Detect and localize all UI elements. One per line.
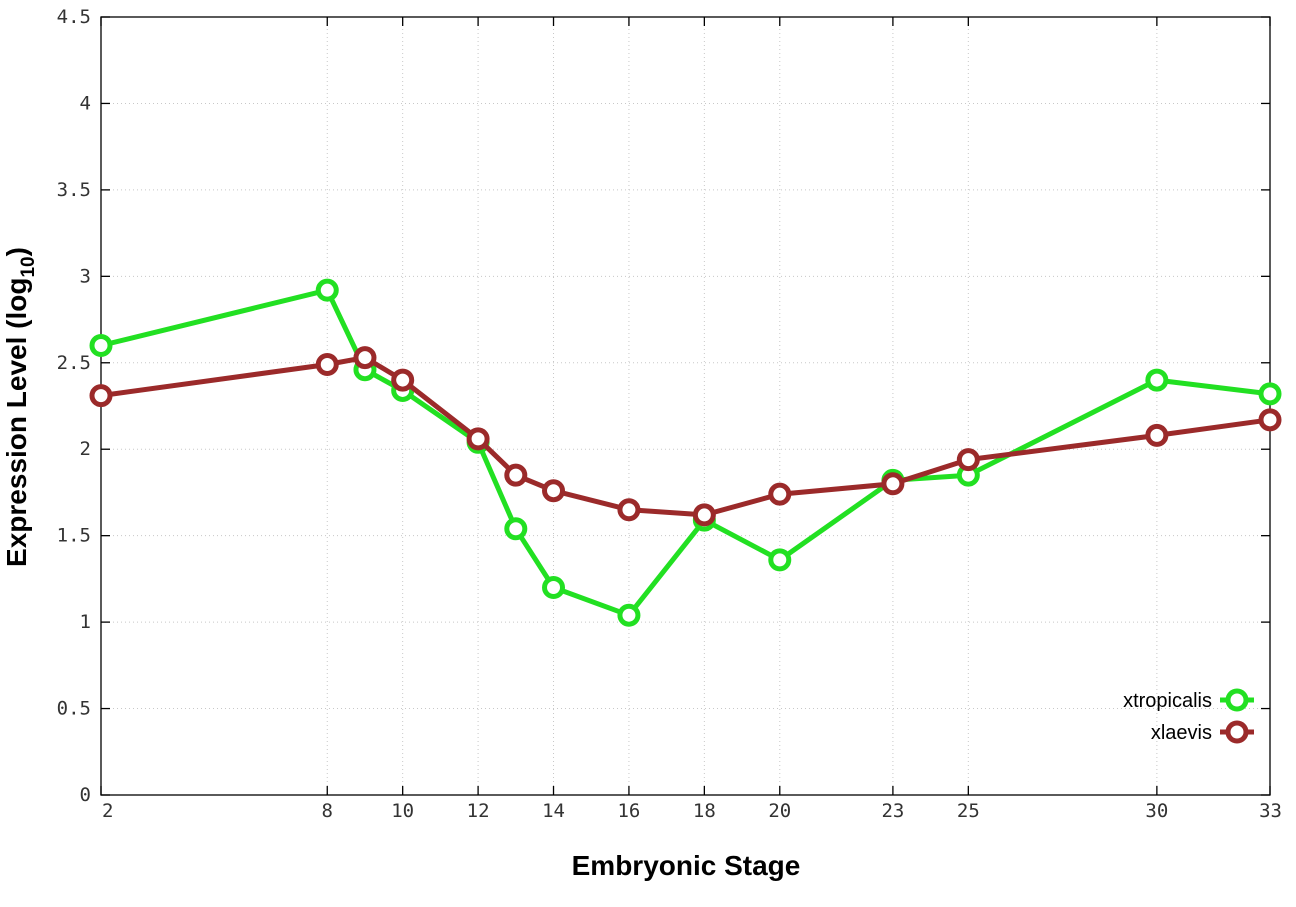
legend-marker <box>1225 688 1249 712</box>
series-line <box>100 355 1271 518</box>
y-tick-label: 4 <box>80 92 91 114</box>
y-tick-label: 4.5 <box>57 6 91 28</box>
legend-entry: xlaevis <box>1151 720 1254 744</box>
plot-frame <box>100 16 1271 796</box>
y-tick-label: 0 <box>80 784 91 806</box>
y-axis-title-subscript: 10 <box>18 256 39 277</box>
x-tick-label: 23 <box>881 800 904 822</box>
y-axis-title-close: ) <box>1 247 32 256</box>
x-tick-label: 14 <box>542 800 565 822</box>
x-tick-label: 12 <box>467 800 490 822</box>
series-xtropicalis <box>89 278 1282 627</box>
series-xlaevis <box>89 346 1282 527</box>
data-point <box>1258 382 1282 406</box>
legend-label: xlaevis <box>1151 722 1212 744</box>
data-point <box>353 346 377 370</box>
y-tick-label: 1.5 <box>57 525 91 547</box>
legend-entry: xtropicalis <box>1123 688 1254 712</box>
data-point <box>391 368 415 392</box>
data-point <box>542 479 566 503</box>
data-point <box>1258 408 1282 432</box>
axis-ticks: 0 0.5 1 1.5 2 2.5 3 3.5 4 4.5 2 8 10 12 14 16 18 20 23 25 30… <box>57 6 1282 822</box>
y-tick-label: 1 <box>80 611 91 633</box>
x-tick-label: 18 <box>693 800 716 822</box>
data-point <box>692 503 716 527</box>
legend-marker <box>1225 720 1249 744</box>
x-tick-label: 2 <box>102 800 113 822</box>
y-tick-label: 3 <box>80 265 91 287</box>
data-point <box>617 603 641 627</box>
data-point <box>89 333 113 357</box>
x-tick-label: 8 <box>322 800 333 822</box>
x-tick-label: 20 <box>768 800 791 822</box>
grid-lines <box>101 17 1270 795</box>
x-tick-label: 25 <box>957 800 980 822</box>
data-point <box>504 463 528 487</box>
data-point <box>542 576 566 600</box>
y-tick-label: 2.5 <box>57 352 91 374</box>
data-point <box>89 384 113 408</box>
data-point <box>617 498 641 522</box>
legend-label: xtropicalis <box>1123 690 1212 712</box>
data-point <box>956 448 980 472</box>
y-tick-label: 2 <box>80 438 91 460</box>
x-tick-label: 10 <box>391 800 414 822</box>
x-tick-label: 33 <box>1259 800 1282 822</box>
y-tick-label: 0.5 <box>57 698 91 720</box>
x-axis-title: Embryonic Stage <box>572 850 801 881</box>
data-point <box>315 278 339 302</box>
y-axis-title-main: Expression Level (log <box>1 278 32 567</box>
y-axis-title: Expression Level (log10) <box>1 247 39 567</box>
y-tick-label: 3.5 <box>57 179 91 201</box>
data-point <box>768 548 792 572</box>
legend: xtropicalis xlaevis <box>1123 688 1254 744</box>
data-point <box>881 472 905 496</box>
data-point <box>315 353 339 377</box>
data-point <box>1145 368 1169 392</box>
series-line <box>100 287 1271 618</box>
data-point <box>466 427 490 451</box>
data-point <box>1145 423 1169 447</box>
x-tick-label: 30 <box>1145 800 1168 822</box>
x-tick-label: 16 <box>617 800 640 822</box>
data-point <box>504 517 528 541</box>
series-lines <box>89 278 1282 627</box>
data-point <box>768 482 792 506</box>
